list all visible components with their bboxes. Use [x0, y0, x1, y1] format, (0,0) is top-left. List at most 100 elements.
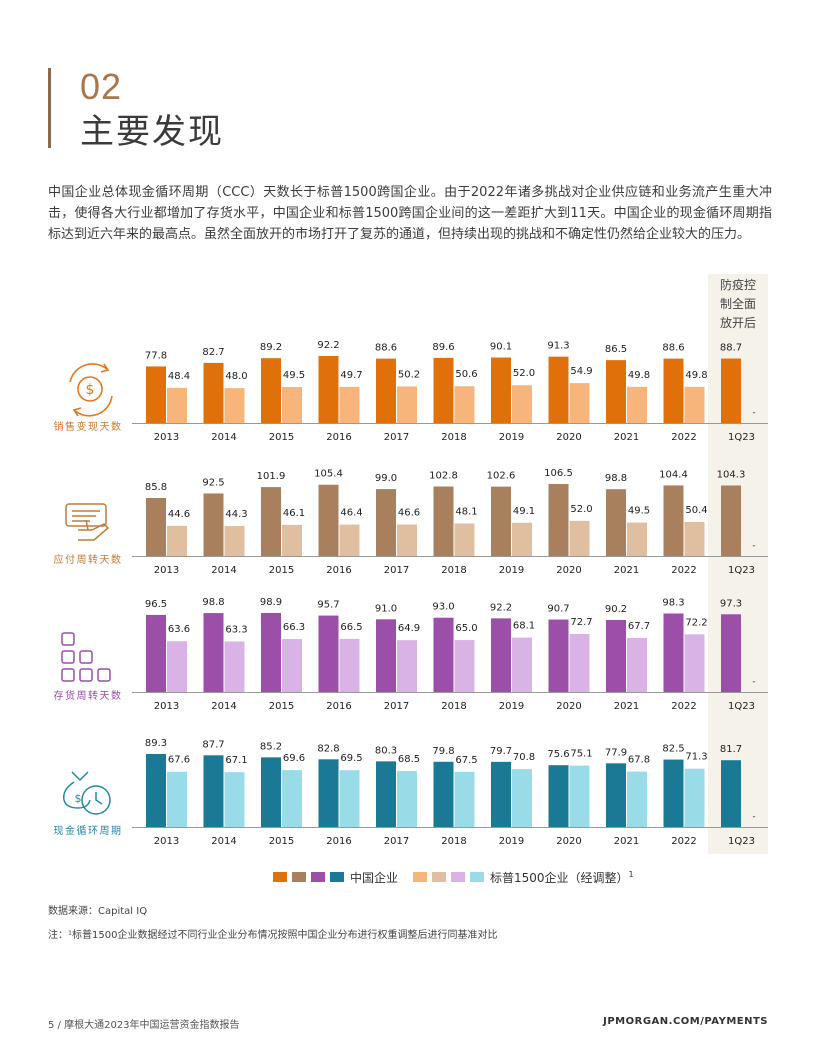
label-sp-missing-1Q23: - [752, 812, 755, 822]
label-sp-2022: 71.3 [685, 752, 707, 763]
label-sp-2017: 50.2 [398, 370, 420, 381]
tick-label-2017: 2017 [384, 701, 409, 712]
bar-china-2021 [606, 489, 626, 556]
bar-china-2019 [491, 486, 511, 556]
label-china-2014: 82.7 [202, 347, 224, 358]
bar-sp-2015 [282, 770, 302, 827]
bar-sp-2013 [167, 771, 187, 827]
invoice-hand-icon [65, 503, 110, 541]
bar-china-2015 [261, 358, 281, 423]
label-china-2017: 91.0 [375, 603, 397, 614]
footer-page-title: 5 / 摩根大通2023年中国运营资金指数报告 [48, 1020, 240, 1031]
tick-label-2018: 2018 [441, 565, 466, 576]
label-sp-2015: 66.3 [283, 622, 305, 633]
bar-china-2013 [146, 754, 166, 827]
bar-sp-2020 [569, 765, 590, 827]
bar-china-2018 [433, 617, 454, 692]
bar-china-2019 [491, 761, 511, 827]
bar-china-2013 [146, 366, 166, 423]
label-sp-2018: 67.5 [455, 755, 477, 766]
bar-sp-2016 [339, 638, 360, 692]
bar-sp-2018 [454, 640, 475, 692]
label-sp-2013: 63.6 [168, 624, 190, 635]
tick-label-1Q23: 1Q23 [728, 701, 755, 712]
bar-china-2016 [318, 356, 339, 423]
bar-sp-2021 [627, 771, 647, 827]
header-accent-bar [48, 68, 51, 148]
panel-side-label: 存货周转天数 [54, 689, 123, 702]
bar-sp-2021 [627, 386, 647, 423]
label-sp-2016: 69.5 [340, 753, 362, 764]
legend-swatch-china-2 [292, 872, 306, 882]
tick-label-2014: 2014 [211, 701, 236, 712]
chart-panel-3: 96.5 63.6 2013 98.8 63.3 2014 98.9 66.3 2015 95.7… [54, 597, 768, 712]
label-sp-2019: 70.8 [513, 752, 535, 763]
bar-sp-2015 [282, 524, 302, 556]
tick-label-2014: 2014 [211, 836, 236, 847]
label-sp-2021: 49.8 [628, 370, 650, 381]
bar-sp-2021 [627, 637, 647, 692]
label-china-2015: 85.2 [260, 741, 282, 752]
label-china-2014: 98.8 [202, 597, 224, 608]
bar-sp-2015 [282, 387, 302, 423]
label-sp-2014: 63.3 [225, 624, 247, 635]
tick-label-2017: 2017 [384, 836, 409, 847]
label-china-2019: 90.1 [490, 342, 512, 353]
bar-china-2015 [261, 757, 281, 827]
label-sp-2018: 48.1 [455, 506, 477, 517]
label-sp-2020: 52.0 [570, 504, 592, 515]
bar-china-2022 [663, 613, 684, 692]
label-china-2013: 89.3 [145, 738, 167, 749]
bar-china-1Q23 [721, 485, 741, 556]
label-china-2013: 85.8 [145, 482, 167, 493]
bar-sp-2020 [569, 633, 590, 692]
bar-china-2016 [318, 759, 339, 827]
bar-sp-2019 [512, 769, 532, 827]
bar-china-2017 [376, 489, 396, 556]
label-china-2022: 104.4 [659, 469, 688, 480]
label-sp-2017: 46.6 [398, 507, 420, 518]
label-china-2019: 102.6 [487, 471, 516, 482]
label-sp-2022: 50.4 [685, 505, 707, 516]
label-china-2021: 98.8 [605, 473, 627, 484]
label-china-2020: 75.6 [547, 749, 569, 760]
bar-sp-2018 [454, 523, 475, 556]
inventory-boxes-icon [61, 632, 111, 682]
label-sp-2020: 54.9 [570, 366, 592, 377]
bar-china-2015 [261, 487, 281, 556]
bar-sp-2016 [339, 524, 360, 556]
label-china-2018: 89.6 [432, 342, 454, 353]
bar-china-2021 [606, 763, 626, 827]
label-china-2022: 88.6 [662, 343, 684, 354]
cycle-dollar-icon: $ [69, 363, 113, 417]
label-sp-2016: 49.7 [340, 370, 362, 381]
tick-label-2016: 2016 [326, 836, 351, 847]
bar-sp-2019 [512, 385, 532, 423]
label-china-2020: 90.7 [547, 604, 569, 615]
label-china-2017: 99.0 [375, 473, 397, 484]
bar-china-2018 [433, 761, 454, 827]
label-china-2018: 93.0 [432, 602, 454, 613]
label-sp-2021: 67.8 [628, 755, 650, 766]
legend-swatch-china-3 [311, 872, 325, 882]
label-china-2020: 91.3 [547, 341, 569, 352]
tick-label-2020: 2020 [556, 701, 581, 712]
legend-swatch-sp-3 [451, 872, 465, 882]
tick-label-2020: 2020 [556, 432, 581, 443]
label-china-2016: 82.8 [317, 743, 339, 754]
annotation-line-3: 放开后 [720, 315, 756, 330]
legend-label-china: 中国企业 [350, 871, 399, 885]
label-china-2021: 86.5 [605, 344, 627, 355]
bar-china-1Q23 [721, 614, 741, 692]
bar-sp-2013 [167, 641, 187, 692]
intro-paragraph: 中国企业总体现金循环周期（CCC）天数长于标普1500跨国企业。由于2022年诸… [48, 185, 772, 242]
footer-link[interactable]: JPMORGAN.COM/PAYMENTS [603, 1016, 768, 1027]
label-china-2017: 88.6 [375, 343, 397, 354]
bar-china-2022 [663, 485, 684, 556]
bar-sp-2018 [454, 386, 475, 423]
label-sp-2019: 49.1 [513, 506, 535, 517]
label-china-2015: 101.9 [257, 471, 286, 482]
bar-sp-2014 [224, 641, 245, 692]
bar-china-2021 [606, 619, 626, 692]
label-sp-2022: 72.2 [685, 617, 707, 628]
